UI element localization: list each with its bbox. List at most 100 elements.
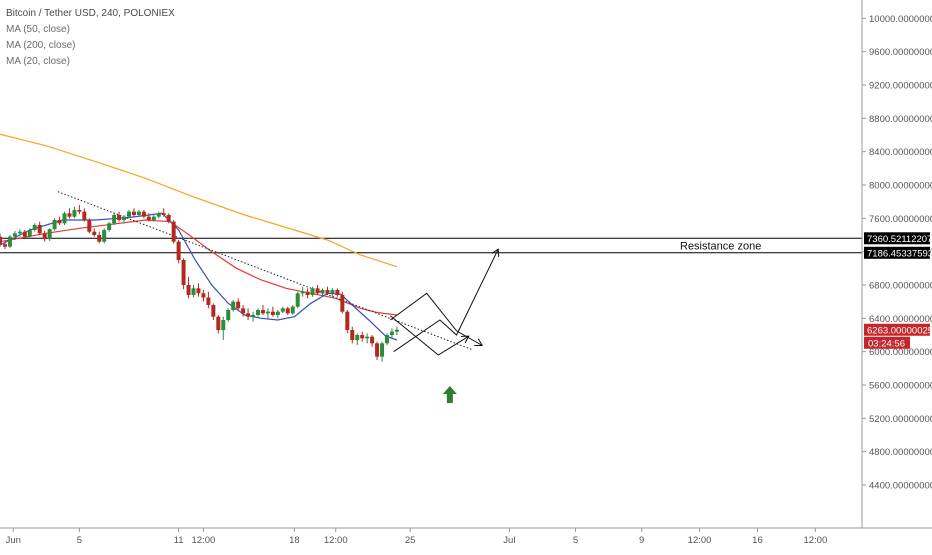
- candle[interactable]: [394, 326, 399, 335]
- candle[interactable]: [107, 221, 112, 232]
- candle-body: [365, 336, 370, 339]
- candle[interactable]: [77, 205, 82, 215]
- candle[interactable]: [161, 208, 166, 217]
- candle[interactable]: [305, 288, 310, 299]
- candle[interactable]: [389, 328, 394, 339]
- candle[interactable]: [355, 333, 360, 345]
- candle[interactable]: [320, 288, 325, 297]
- candle[interactable]: [370, 335, 375, 347]
- ma-20-line[interactable]: [0, 212, 398, 341]
- candle[interactable]: [380, 341, 385, 362]
- ma-200-line[interactable]: [0, 133, 398, 268]
- candle[interactable]: [112, 213, 117, 225]
- candle[interactable]: [270, 306, 275, 317]
- candle[interactable]: [280, 306, 285, 314]
- candle[interactable]: [32, 223, 37, 232]
- candle[interactable]: [27, 228, 32, 239]
- candle[interactable]: [176, 240, 181, 264]
- candle[interactable]: [295, 291, 300, 309]
- candle[interactable]: [285, 306, 290, 315]
- candle[interactable]: [22, 230, 27, 240]
- candle[interactable]: [345, 310, 350, 334]
- candle[interactable]: [310, 286, 315, 297]
- projection-path-3[interactable]: [389, 315, 468, 356]
- candle[interactable]: [385, 333, 389, 345]
- candle[interactable]: [141, 210, 146, 219]
- candle[interactable]: [7, 235, 12, 249]
- candle[interactable]: [62, 211, 67, 225]
- candle[interactable]: [2, 240, 7, 250]
- candle[interactable]: [236, 298, 241, 310]
- bullish-arrow-icon[interactable]: [442, 386, 457, 403]
- candle[interactable]: [330, 288, 335, 297]
- descending-trendline[interactable]: [57, 191, 474, 351]
- candle[interactable]: [42, 230, 47, 242]
- candle[interactable]: [221, 316, 226, 340]
- projection-path-1[interactable]: [393, 250, 498, 353]
- candle[interactable]: [300, 286, 305, 297]
- candle[interactable]: [72, 206, 77, 219]
- candle[interactable]: [166, 213, 171, 224]
- candle[interactable]: [365, 333, 370, 344]
- candle[interactable]: [87, 218, 92, 234]
- candle[interactable]: [246, 308, 251, 320]
- candle[interactable]: [181, 258, 186, 290]
- candle[interactable]: [156, 211, 161, 219]
- candle[interactable]: [375, 341, 380, 360]
- candle[interactable]: [127, 210, 131, 219]
- candle[interactable]: [206, 291, 211, 309]
- candle[interactable]: [211, 303, 216, 320]
- price-tick-label: 7600.00000000: [869, 214, 932, 225]
- candle[interactable]: [201, 290, 206, 302]
- candle[interactable]: [256, 308, 260, 317]
- candle[interactable]: [350, 326, 355, 344]
- candle-body: [241, 308, 246, 314]
- candle[interactable]: [92, 228, 97, 237]
- candle[interactable]: [136, 210, 141, 217]
- candle[interactable]: [325, 286, 330, 295]
- candle[interactable]: [340, 291, 345, 314]
- candle[interactable]: [17, 229, 22, 237]
- candle[interactable]: [57, 216, 62, 225]
- candle[interactable]: [171, 220, 176, 244]
- candle-body: [87, 220, 92, 232]
- candle[interactable]: [131, 208, 136, 217]
- candle[interactable]: [260, 305, 265, 315]
- candle[interactable]: [52, 218, 57, 231]
- candle[interactable]: [82, 208, 87, 222]
- candle[interactable]: [37, 221, 42, 235]
- legend-ma-20[interactable]: MA (20, close): [6, 56, 70, 67]
- candle[interactable]: [122, 215, 127, 224]
- candle[interactable]: [97, 231, 102, 244]
- candle[interactable]: [196, 283, 201, 297]
- candle[interactable]: [241, 305, 246, 317]
- candle[interactable]: [315, 285, 320, 295]
- candle[interactable]: [226, 308, 231, 322]
- candle-body: [196, 288, 201, 294]
- candle[interactable]: [146, 213, 151, 222]
- candle[interactable]: [231, 300, 236, 312]
- candle[interactable]: [335, 288, 340, 297]
- candle-body: [305, 291, 310, 295]
- candle[interactable]: [275, 310, 280, 319]
- candle[interactable]: [216, 315, 221, 334]
- candle[interactable]: [251, 311, 256, 322]
- candle[interactable]: [117, 211, 122, 222]
- candle[interactable]: [290, 305, 295, 315]
- candle[interactable]: [102, 228, 107, 244]
- ma-50-line[interactable]: [0, 219, 397, 316]
- candle[interactable]: [191, 285, 196, 298]
- candle-body: [191, 288, 196, 295]
- candle[interactable]: [0, 233, 2, 247]
- candle[interactable]: [67, 208, 72, 219]
- candle[interactable]: [186, 276, 191, 299]
- candle[interactable]: [360, 331, 365, 342]
- legend-ma-200[interactable]: MA (200, close): [6, 40, 76, 51]
- legend-ma-50[interactable]: MA (50, close): [6, 24, 70, 35]
- candle[interactable]: [47, 228, 52, 241]
- candle[interactable]: [151, 215, 156, 222]
- candle[interactable]: [12, 230, 17, 240]
- candle[interactable]: [265, 308, 270, 319]
